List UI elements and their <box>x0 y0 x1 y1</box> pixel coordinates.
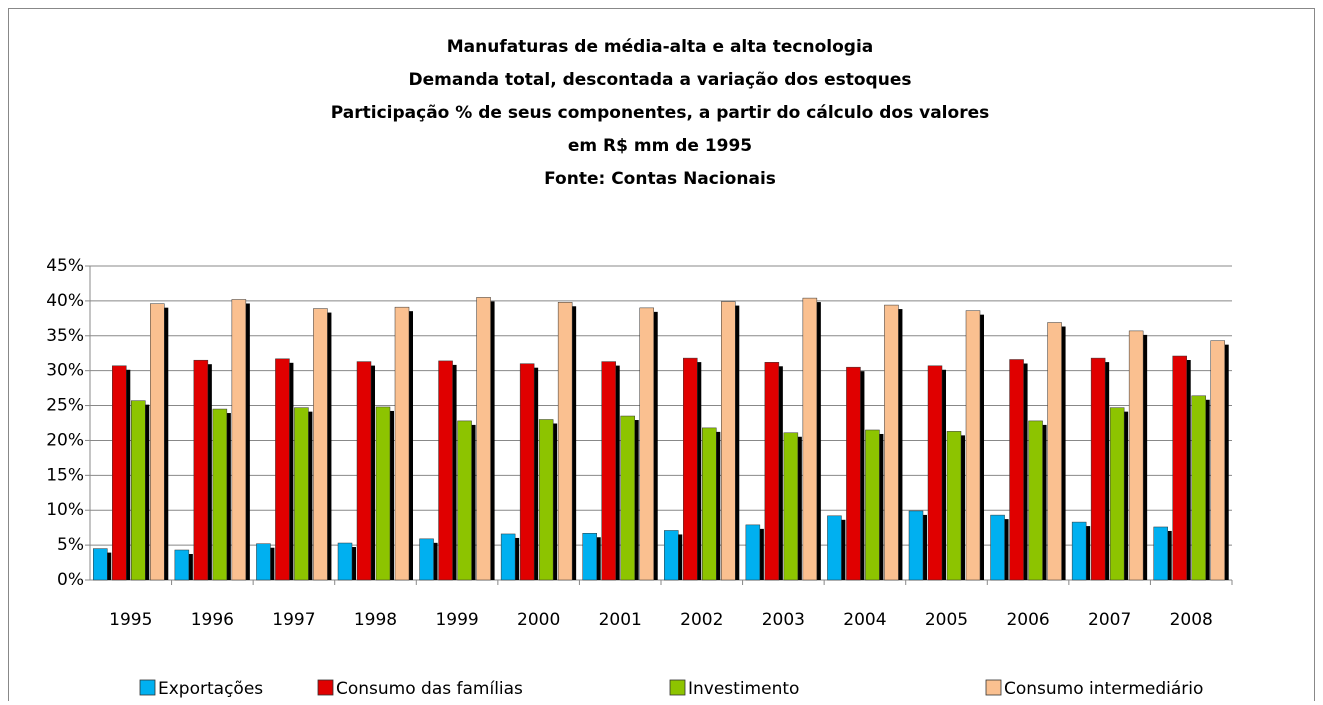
y-tick-label: 30% <box>46 361 84 381</box>
bar <box>582 532 597 581</box>
bar <box>946 431 962 581</box>
bar <box>927 365 943 581</box>
bar <box>93 548 108 581</box>
y-tick-label: 5% <box>57 535 84 555</box>
x-tick-label: 2007 <box>1088 610 1131 630</box>
x-tick-label: 2006 <box>1006 610 1049 630</box>
bar <box>965 310 981 581</box>
bar <box>1191 395 1206 581</box>
bar <box>1090 357 1106 581</box>
bar <box>375 406 391 581</box>
chart-title: em R$ mm de 1995 <box>568 136 752 156</box>
bar <box>1153 526 1168 581</box>
bar <box>620 415 635 581</box>
bar <box>212 408 228 581</box>
legend-swatch <box>985 679 1002 696</box>
bar <box>275 358 290 581</box>
bar <box>1128 330 1144 581</box>
bar <box>557 302 573 581</box>
y-tick-label: 25% <box>46 396 84 416</box>
bar <box>150 303 165 581</box>
bar <box>313 308 328 581</box>
bar <box>538 419 554 581</box>
bar <box>174 549 190 581</box>
bar <box>802 297 818 581</box>
x-tick-label: 2005 <box>925 610 968 630</box>
x-tick-label: 1995 <box>109 610 152 630</box>
bar <box>337 542 353 581</box>
bar <box>419 538 434 581</box>
bar <box>294 407 309 581</box>
bar <box>394 306 410 581</box>
bar <box>112 365 127 581</box>
y-tick-label: 40% <box>46 291 84 311</box>
chart-title: Manufaturas de média-alta e alta tecnolo… <box>447 37 874 57</box>
bar <box>1109 407 1125 581</box>
bar <box>356 361 372 581</box>
bar <box>500 533 516 581</box>
bar <box>231 299 247 581</box>
bar <box>457 420 472 581</box>
x-tick-label: 1999 <box>435 610 478 630</box>
bar <box>1172 355 1187 581</box>
bar <box>131 400 146 581</box>
bar <box>702 427 717 581</box>
y-tick-label: 20% <box>46 430 84 450</box>
bar <box>683 357 698 581</box>
bar <box>908 510 924 581</box>
bar <box>438 360 453 581</box>
x-tick-label: 1997 <box>272 610 315 630</box>
legend-swatch <box>317 679 334 696</box>
bar <box>884 304 899 581</box>
bar <box>764 362 780 581</box>
bar <box>1071 521 1087 581</box>
x-tick-label: 2000 <box>517 610 560 630</box>
chart-title: Participação % de seus componentes, a pa… <box>331 103 989 123</box>
x-tick-label: 2003 <box>762 610 805 630</box>
chart-title: Demanda total, descontada a variação dos… <box>409 70 912 90</box>
bar <box>721 301 736 581</box>
chart-frame <box>8 8 1315 705</box>
x-tick-label: 1998 <box>354 610 397 630</box>
y-tick-label: 45% <box>46 256 84 276</box>
legend-label: Investimento <box>688 679 799 699</box>
chart-title: Fonte: Contas Nacionais <box>544 169 776 189</box>
bar <box>519 363 535 581</box>
legend-label: Exportações <box>158 679 263 699</box>
bar <box>1210 340 1225 581</box>
bar <box>601 361 616 581</box>
x-tick-label: 2002 <box>680 610 723 630</box>
y-tick-label: 0% <box>57 570 84 590</box>
bar <box>476 297 491 581</box>
bar <box>783 432 799 581</box>
x-tick-label: 2008 <box>1170 610 1213 630</box>
x-tick-label: 1996 <box>191 610 234 630</box>
bar <box>865 429 880 581</box>
legend-swatch <box>139 679 156 696</box>
y-tick-label: 35% <box>46 326 84 346</box>
legend-label: Consumo das famílias <box>336 679 523 699</box>
bar <box>990 514 1005 581</box>
y-tick-label: 10% <box>46 500 84 520</box>
bar <box>827 515 842 581</box>
bar <box>193 359 209 581</box>
bar <box>1028 420 1043 581</box>
x-tick-label: 2001 <box>599 610 642 630</box>
bar <box>639 307 654 581</box>
bar <box>1009 359 1024 581</box>
x-tick-label: 2004 <box>843 610 886 630</box>
bar <box>745 524 761 581</box>
bar <box>256 543 271 581</box>
y-tick-label: 15% <box>46 465 84 485</box>
bar <box>1047 322 1062 581</box>
legend-swatch <box>669 679 686 696</box>
legend-label: Consumo intermediário <box>1004 679 1203 699</box>
bar <box>664 530 679 581</box>
bar <box>846 366 861 581</box>
